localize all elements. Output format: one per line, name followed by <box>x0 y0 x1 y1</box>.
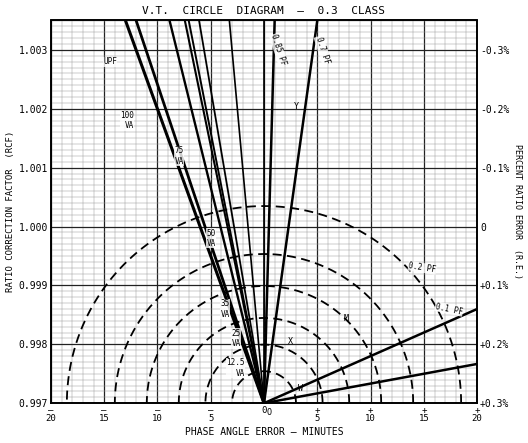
Text: 0.7 PF: 0.7 PF <box>314 35 331 65</box>
Text: Y: Y <box>294 102 299 111</box>
Text: 0.1 PF: 0.1 PF <box>435 302 464 316</box>
X-axis label: PHASE ANGLE ERROR – MINUTES: PHASE ANGLE ERROR – MINUTES <box>185 427 343 437</box>
Y-axis label: RATIO CORRECTION FACTOR  (RCF): RATIO CORRECTION FACTOR (RCF) <box>6 131 15 292</box>
Text: 50
VA: 50 VA <box>207 229 216 248</box>
Text: O: O <box>266 408 271 417</box>
Text: M: M <box>344 314 349 323</box>
Text: 100
VA: 100 VA <box>120 111 134 130</box>
Text: X: X <box>287 337 293 346</box>
Text: 0.85 PF: 0.85 PF <box>269 33 288 67</box>
Text: UPF: UPF <box>103 57 117 66</box>
Text: 0.2 PF: 0.2 PF <box>408 261 437 274</box>
Text: 25
VA: 25 VA <box>231 329 241 348</box>
Y-axis label: PERCENT RATIO ERROR  (R.E.): PERCENT RATIO ERROR (R.E.) <box>513 144 522 280</box>
Text: W: W <box>298 385 303 393</box>
Text: 75
VA: 75 VA <box>175 146 184 166</box>
Title: V.T.  CIRCLE  DIAGRAM  –  0.3  CLASS: V.T. CIRCLE DIAGRAM – 0.3 CLASS <box>143 6 385 16</box>
Text: 12.5
VA: 12.5 VA <box>227 358 245 377</box>
Text: 35
VA: 35 VA <box>221 299 230 319</box>
